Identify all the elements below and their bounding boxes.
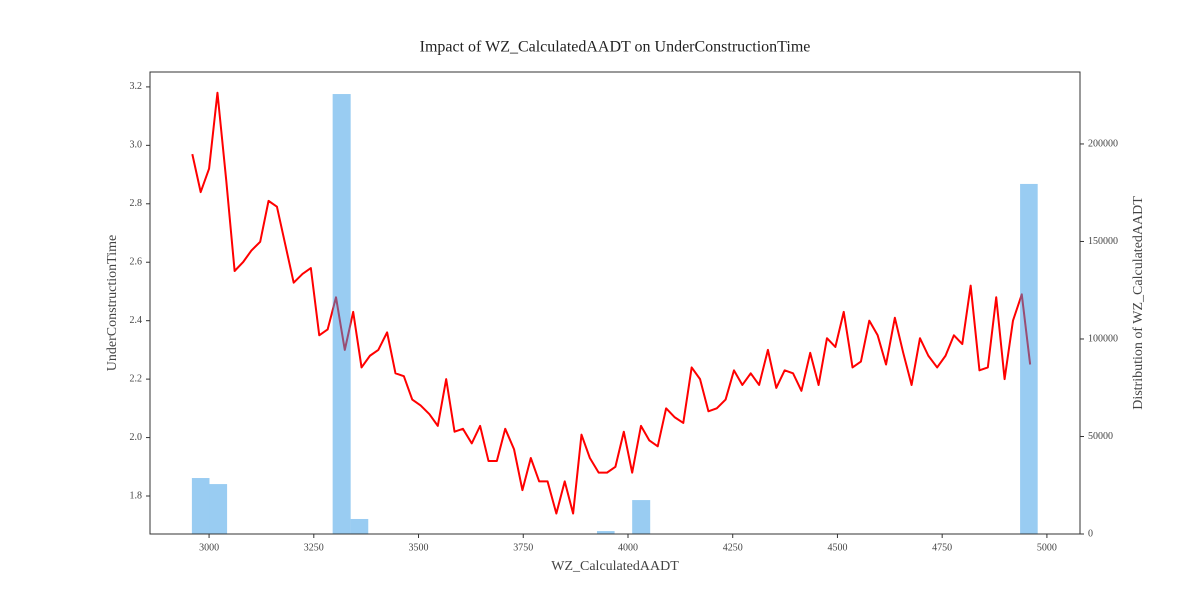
histogram-bar bbox=[332, 94, 351, 535]
y2-tick-label: 100000 bbox=[1088, 333, 1118, 344]
y2-tick-label: 200000 bbox=[1088, 138, 1118, 149]
x-tick-label: 3000 bbox=[199, 542, 219, 553]
histogram-bar bbox=[1020, 183, 1038, 534]
histogram-bar bbox=[632, 500, 651, 534]
chart-title: Impact of WZ_CalculatedAADT on UnderCons… bbox=[420, 39, 811, 56]
y-tick-label: 1.8 bbox=[130, 490, 143, 501]
y-tick-label: 2.0 bbox=[130, 432, 143, 443]
y2-tick-label: 0 bbox=[1088, 528, 1093, 539]
y-tick-label: 3.0 bbox=[130, 140, 143, 151]
y2-axis-label: Distribution of WZ_CalculatedAADT bbox=[1131, 196, 1146, 410]
x-tick-label: 4250 bbox=[723, 542, 743, 553]
histogram-bar bbox=[209, 484, 228, 534]
x-tick-label: 3500 bbox=[409, 542, 429, 553]
y-tick-label: 2.2 bbox=[130, 373, 143, 384]
histogram-bar bbox=[191, 478, 210, 534]
x-tick-label: 4500 bbox=[827, 542, 847, 553]
x-axis-label: WZ_CalculatedAADT bbox=[551, 559, 679, 574]
x-tick-label: 4750 bbox=[932, 542, 952, 553]
x-tick-label: 3250 bbox=[304, 542, 324, 553]
line-series bbox=[191, 91, 1032, 515]
plot-frame bbox=[149, 71, 1081, 535]
x-tick-label: 4000 bbox=[618, 542, 638, 553]
histogram-bar bbox=[350, 518, 369, 534]
y-tick-label: 2.4 bbox=[130, 315, 143, 326]
y-tick-label: 2.6 bbox=[130, 257, 143, 268]
y-tick-label: 2.8 bbox=[130, 198, 143, 209]
y2-tick-label: 150000 bbox=[1088, 236, 1118, 247]
y2-tick-label: 50000 bbox=[1088, 431, 1113, 442]
x-tick-label: 3750 bbox=[513, 542, 533, 553]
y-axis-label: UnderConstructionTime bbox=[105, 235, 120, 371]
histogram-bar bbox=[596, 531, 615, 534]
x-tick-label: 5000 bbox=[1037, 542, 1057, 553]
y-tick-label: 3.2 bbox=[130, 81, 143, 92]
